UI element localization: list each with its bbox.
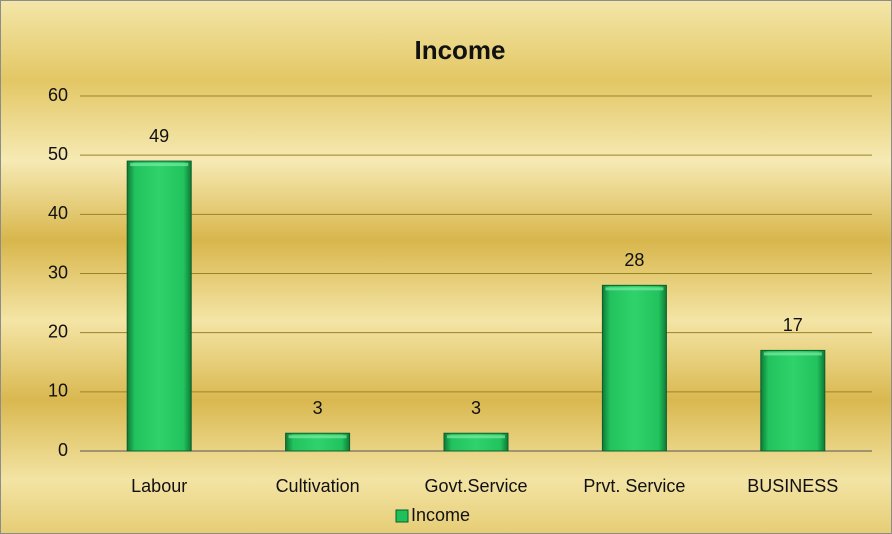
x-tick-label: Cultivation <box>276 476 360 496</box>
data-label: 3 <box>313 398 323 418</box>
y-tick-label: 40 <box>48 203 68 223</box>
y-tick-label: 30 <box>48 262 68 282</box>
data-label: 17 <box>783 315 803 335</box>
bar <box>601 284 667 452</box>
x-tick-label: Labour <box>131 476 187 496</box>
y-tick-label: 0 <box>58 440 68 460</box>
y-tick-label: 50 <box>48 144 68 164</box>
bar <box>126 160 192 452</box>
data-label: 49 <box>149 126 169 146</box>
x-tick-label: Prvt. Service <box>583 476 685 496</box>
y-tick-label: 60 <box>48 85 68 105</box>
bar-bevel <box>130 163 189 167</box>
legend-swatch <box>395 509 409 523</box>
bar-bevel <box>288 435 347 439</box>
bar-bevel <box>447 435 505 439</box>
data-label: 28 <box>624 250 644 270</box>
x-tick-label: BUSINESS <box>747 476 838 496</box>
y-tick-label: 20 <box>48 321 68 341</box>
bar-bevel <box>763 352 822 356</box>
x-tick-label: Govt.Service <box>424 476 527 496</box>
data-label: 3 <box>471 398 481 418</box>
bar <box>760 349 826 452</box>
bar-bevel <box>605 287 664 291</box>
legend-label: Income <box>411 505 470 525</box>
chart-title: Income <box>414 35 505 65</box>
y-tick-label: 10 <box>48 381 68 401</box>
